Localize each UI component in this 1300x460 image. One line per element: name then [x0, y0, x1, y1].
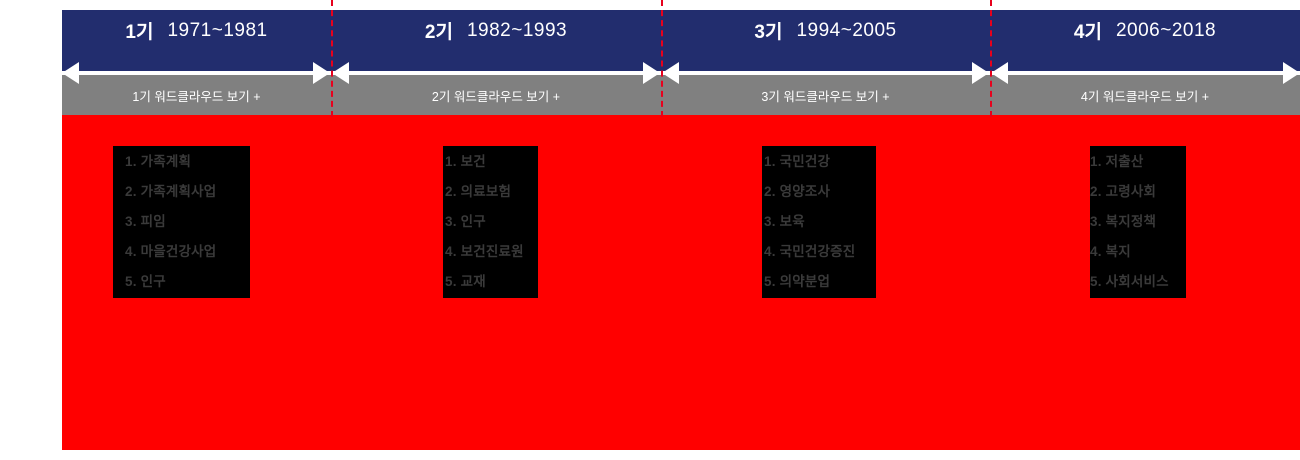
- period-header-1: 1기 1971~1981: [62, 0, 331, 61]
- period-years: 1971~1981: [167, 19, 268, 41]
- word-rank-item: 2. 영양조사: [764, 184, 831, 199]
- word-rank-item: 1. 가족계획: [125, 154, 192, 169]
- word-rank-item: 1. 보건: [445, 154, 486, 169]
- word-rank-item: 3. 복지정책: [1090, 214, 1157, 229]
- wordcloud-link-4[interactable]: 4기 워드클라우드 보기 +: [990, 75, 1300, 115]
- wordcloud-link-label: 3기 워드클라우드 보기 +: [761, 89, 890, 104]
- period-ordinal: 1기: [125, 22, 154, 43]
- word-rank-list-2: 1. 보건 2. 의료보험 3. 인구 4. 보건진료원 5. 교재: [445, 147, 524, 297]
- period-divider-3: [990, 0, 992, 117]
- period-years: 1994~2005: [796, 19, 897, 41]
- wordcloud-link-label: 1기 워드클라우드 보기 +: [132, 89, 261, 104]
- arrow-left-icon-3: [662, 62, 679, 84]
- word-rank-item: 5. 교재: [445, 274, 486, 289]
- period-ordinal: 3기: [754, 22, 783, 43]
- word-rank-box-1: 1. 가족계획 2. 가족계획사업 3. 피임 4. 마을건강사업 5. 인구: [113, 146, 250, 298]
- word-rank-item: 4. 복지: [1090, 244, 1131, 259]
- arrow-right-icon-3: [972, 62, 989, 84]
- wordcloud-link-1[interactable]: 1기 워드클라우드 보기 +: [62, 75, 331, 115]
- period-years: 2006~2018: [1115, 19, 1217, 41]
- period-years: 1982~1993: [466, 19, 568, 41]
- wordcloud-link-3[interactable]: 3기 워드클라우드 보기 +: [661, 75, 990, 115]
- arrow-left-icon-4: [991, 62, 1008, 84]
- period-ordinal: 4기: [1073, 22, 1102, 43]
- arrow-left-icon-2: [332, 62, 349, 84]
- arrow-right-icon-4: [1283, 62, 1300, 84]
- period-ordinal: 2기: [424, 22, 453, 43]
- period-header-2: 2기 1982~1993: [331, 0, 661, 61]
- word-rank-list-3: 1. 국민건강 2. 영양조사 3. 보육 4. 국민건강증진 5. 의약분업: [764, 147, 855, 297]
- word-rank-item: 3. 인구: [445, 214, 486, 229]
- word-rank-item: 3. 피임: [125, 214, 166, 229]
- word-rank-box-2: 1. 보건 2. 의료보험 3. 인구 4. 보건진료원 5. 교재: [443, 146, 538, 298]
- word-rank-item: 2. 가족계획사업: [125, 184, 217, 199]
- word-rank-item: 1. 국민건강: [764, 154, 831, 169]
- wordcloud-link-label: 2기 워드클라우드 보기 +: [431, 89, 561, 104]
- word-rank-box-4: 1. 저출산 2. 고령사회 3. 복지정책 4. 복지 5. 사회서비스: [1090, 146, 1186, 298]
- period-divider-1: [331, 0, 333, 117]
- period-header-3: 3기 1994~2005: [661, 0, 990, 61]
- arrow-right-icon-2: [643, 62, 660, 84]
- period-divider-2: [661, 0, 663, 117]
- word-rank-item: 5. 의약분업: [764, 274, 831, 289]
- timeline-band: [62, 10, 1300, 71]
- period-header-4: 4기 2006~2018: [990, 0, 1300, 61]
- word-rank-item: 2. 고령사회: [1090, 184, 1157, 199]
- word-rank-item: 5. 사회서비스: [1090, 274, 1169, 289]
- word-rank-item: 4. 보건진료원: [445, 244, 524, 259]
- word-rank-item: 5. 인구: [125, 274, 166, 289]
- arrow-left-icon-1: [62, 62, 79, 84]
- word-rank-list-1: 1. 가족계획 2. 가족계획사업 3. 피임 4. 마을건강사업 5. 인구: [125, 147, 216, 297]
- word-rank-item: 4. 국민건강증진: [764, 244, 856, 259]
- word-rank-box-3: 1. 국민건강 2. 영양조사 3. 보육 4. 국민건강증진 5. 의약분업: [762, 146, 876, 298]
- arrow-right-icon-1: [313, 62, 330, 84]
- word-rank-item: 4. 마을건강사업: [125, 244, 217, 259]
- timeline-axis: [62, 71, 1300, 75]
- word-rank-item: 3. 보육: [764, 214, 805, 229]
- wordcloud-link-2[interactable]: 2기 워드클라우드 보기 +: [331, 75, 661, 115]
- wordcloud-link-label: 4기 워드클라우드 보기 +: [1080, 89, 1210, 104]
- word-rank-item: 1. 저출산: [1090, 154, 1144, 169]
- wordcloud-bar: [62, 75, 1300, 115]
- word-rank-list-4: 1. 저출산 2. 고령사회 3. 복지정책 4. 복지 5. 사회서비스: [1090, 147, 1169, 297]
- word-rank-item: 2. 의료보험: [445, 184, 512, 199]
